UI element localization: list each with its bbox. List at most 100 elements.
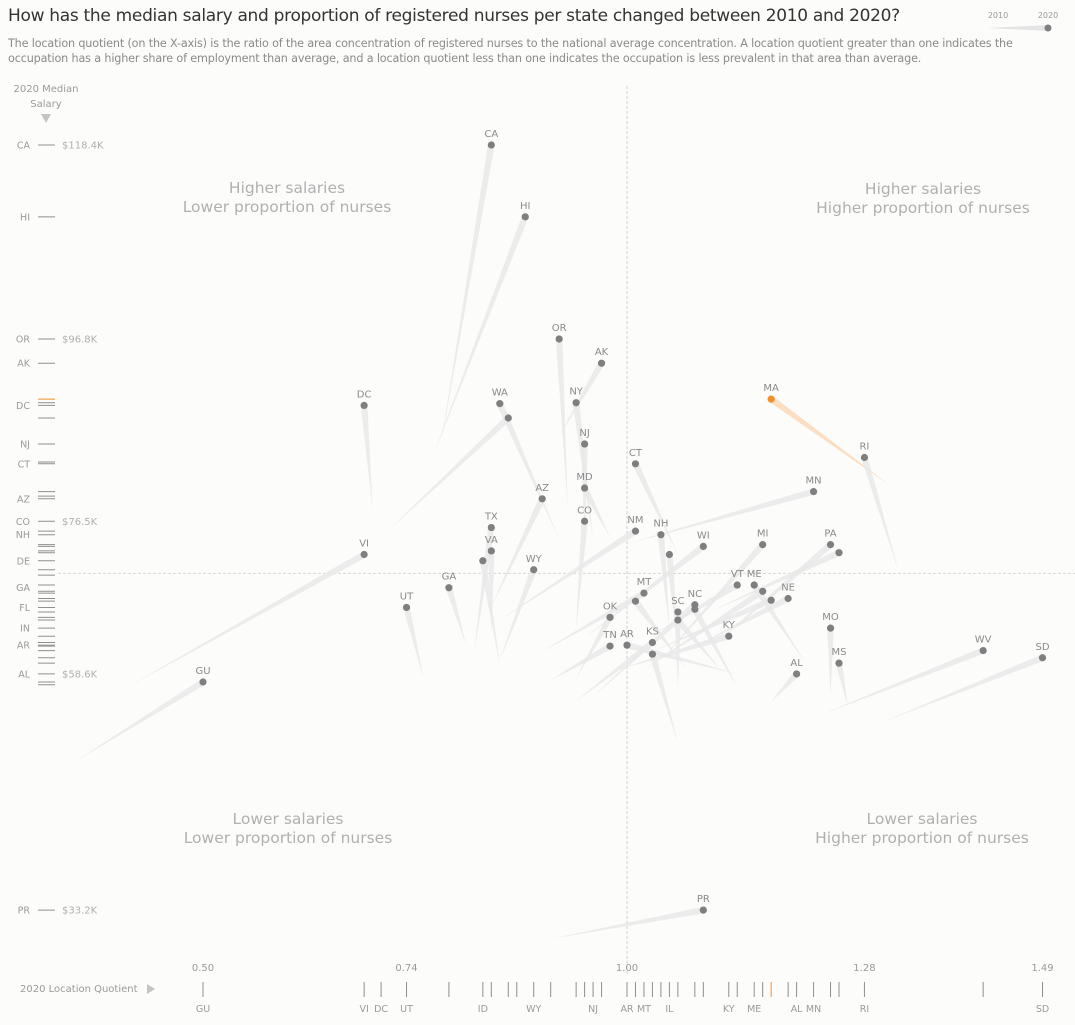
legend-end-label: 2020	[1038, 11, 1058, 20]
dot-NE[interactable]	[784, 594, 792, 603]
trail-MA	[769, 396, 890, 486]
dot-WI[interactable]	[699, 542, 707, 551]
dot-AR[interactable]	[623, 641, 631, 649]
y-axis-state-label-NJ: NJ	[20, 440, 30, 451]
trail-SD	[881, 654, 1044, 723]
dot-MD[interactable]	[581, 484, 589, 492]
dot-CT[interactable]	[631, 460, 640, 468]
y-axis-state-label-CT: CT	[18, 459, 31, 470]
dot-label-NM: NM	[627, 515, 643, 526]
trail-unlabeled	[666, 554, 678, 647]
dot-unlabeled[interactable]	[835, 549, 843, 557]
dot-label-MD: MD	[576, 472, 593, 483]
dot-NY[interactable]	[572, 399, 580, 407]
dot-label-AZ: AZ	[535, 483, 549, 494]
dot-AZ[interactable]	[538, 495, 546, 503]
y-axis-state-label-AL: AL	[18, 669, 30, 680]
trail-WA	[496, 402, 560, 540]
y-axis: 2020 Median Salary CA HI OR AK DC NJ CT AZ CO NH D…	[14, 84, 104, 917]
dot-MI[interactable]	[759, 541, 767, 549]
dot-CO[interactable]	[581, 517, 589, 525]
dot-label-MT: MT	[637, 577, 653, 588]
dot-AL[interactable]	[793, 670, 801, 678]
dot-KS[interactable]	[648, 638, 657, 647]
dot-NH[interactable]	[657, 531, 665, 539]
x-axis-state-label-AR: AR	[620, 1004, 633, 1015]
dot-label-CA: CA	[484, 129, 498, 140]
dot-RI[interactable]	[860, 453, 869, 462]
dot-label-TX: TX	[484, 512, 498, 523]
dot-label-VT: VT	[731, 569, 745, 580]
dot-HI[interactable]	[521, 213, 529, 221]
trail-VA	[488, 550, 495, 632]
dot-NJ[interactable]	[581, 440, 589, 448]
dot-VA[interactable]	[487, 547, 495, 555]
dot-NC[interactable]	[691, 601, 699, 609]
dot-AK[interactable]	[597, 359, 606, 367]
dot-TN[interactable]	[606, 642, 614, 650]
dot-unlabeled[interactable]	[504, 414, 512, 422]
trail-unlabeled	[479, 560, 500, 665]
dot-SD[interactable]	[1038, 654, 1047, 662]
dot-MS[interactable]	[835, 659, 843, 667]
trail-CT	[632, 462, 678, 555]
dot-MO[interactable]	[826, 624, 835, 632]
dot-SC[interactable]	[674, 608, 682, 616]
trail-MI	[660, 542, 766, 661]
y-axis-state-label-PR: PR	[18, 906, 31, 917]
quadrant-label-top-right-line2: Higher proportion of nurses	[816, 199, 1030, 217]
x-axis-state-label-DC: DC	[374, 1004, 388, 1015]
dot-label-AK: AK	[595, 347, 609, 358]
dot-OR[interactable]	[555, 335, 563, 343]
dot-label-WV: WV	[975, 635, 992, 646]
dot-unlabeled[interactable]	[691, 605, 699, 613]
dot-unlabeled[interactable]	[479, 557, 487, 565]
dot-unlabeled[interactable]	[665, 550, 674, 559]
trail-HI	[431, 215, 529, 459]
dot-ME[interactable]	[750, 581, 758, 589]
dot-WY[interactable]	[530, 566, 538, 574]
dot-unlabeled[interactable]	[648, 650, 657, 658]
dot-PR[interactable]	[699, 906, 707, 914]
x-axis-tick-label: 1.28	[853, 963, 875, 974]
dot-label-MS: MS	[832, 647, 847, 658]
dot-WA[interactable]	[496, 400, 504, 408]
trail-unlabeled	[691, 607, 738, 688]
dot-DC[interactable]	[360, 401, 368, 410]
dot-GU[interactable]	[199, 678, 207, 686]
legend-dot	[1044, 24, 1052, 32]
dot-label-NY: NY	[569, 387, 583, 398]
dot-label-ME: ME	[747, 569, 762, 580]
dot-MN[interactable]	[809, 488, 818, 496]
dot-KY[interactable]	[725, 632, 733, 640]
dot-unlabeled[interactable]	[631, 597, 640, 605]
dot-unlabeled[interactable]	[759, 587, 767, 595]
dot-VI[interactable]	[360, 550, 368, 559]
x-axis-state-label-VI: VI	[359, 1004, 368, 1015]
dot-TX[interactable]	[487, 523, 495, 532]
dot-MT[interactable]	[640, 589, 648, 597]
y-axis-title-line2: Salary	[30, 99, 61, 110]
trail-WV	[822, 647, 985, 715]
trail-AL	[771, 671, 800, 702]
dot-VT[interactable]	[733, 581, 741, 589]
trail-GA	[445, 586, 466, 645]
dot-MA[interactable]	[767, 395, 775, 403]
trail-VT	[652, 582, 739, 636]
legend: 2010 2020	[987, 11, 1058, 32]
x-axis-state-label-IL: IL	[665, 1004, 674, 1015]
dot-GA[interactable]	[445, 584, 453, 592]
dot-WV[interactable]	[979, 646, 987, 655]
dot-UT[interactable]	[402, 603, 411, 612]
dot-unlabeled[interactable]	[674, 616, 682, 624]
dot-PA[interactable]	[826, 541, 835, 549]
x-axis-state-label-ME: ME	[747, 1004, 761, 1015]
dot-label-PR: PR	[697, 894, 710, 905]
dot-NM[interactable]	[631, 527, 640, 535]
dot-label-RI: RI	[859, 442, 869, 453]
trail-NE	[694, 595, 790, 647]
dot-OK[interactable]	[606, 613, 614, 621]
dot-CA[interactable]	[487, 141, 495, 149]
dot-unlabeled[interactable]	[767, 596, 775, 604]
dot-label-OK: OK	[603, 601, 618, 612]
